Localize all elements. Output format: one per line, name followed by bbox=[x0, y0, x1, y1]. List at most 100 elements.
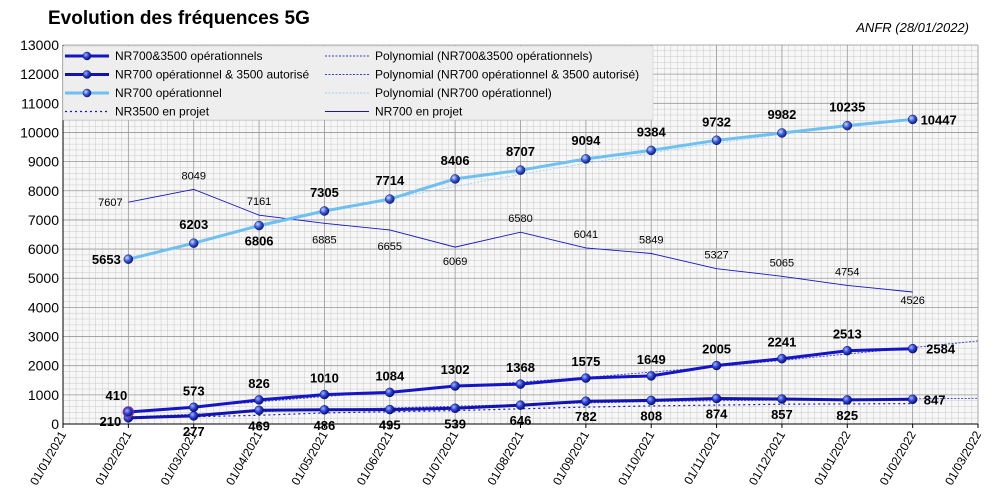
data-label-1-6: 646 bbox=[510, 413, 532, 428]
data-label-1-5: 539 bbox=[444, 416, 466, 431]
series-layer bbox=[122, 114, 979, 423]
data-point-2-12 bbox=[907, 114, 918, 125]
data-point-1-9 bbox=[711, 393, 722, 404]
data-label-2-12: 10447 bbox=[921, 112, 957, 127]
data-point-0-4 bbox=[385, 387, 395, 398]
data-label-4-3: 6885 bbox=[312, 234, 336, 246]
data-label-2-2: 6806 bbox=[245, 234, 274, 249]
y-tick-label: 9000 bbox=[28, 154, 59, 170]
data-label-0-9: 2005 bbox=[702, 342, 731, 357]
data-label-2-6: 8707 bbox=[506, 144, 535, 159]
y-tick-label: 3000 bbox=[28, 329, 59, 345]
data-label-4-8: 5849 bbox=[639, 234, 663, 246]
legend: NR700&3500 opérationnels Polynomial (NR70… bbox=[62, 45, 654, 121]
x-tick-label: 01/08/2021 bbox=[485, 428, 527, 487]
data-point-1-1 bbox=[188, 411, 199, 421]
x-tick-label: 01/02/2021 bbox=[92, 428, 134, 487]
data-label-4-5: 6069 bbox=[443, 256, 467, 268]
y-tick-label: 2000 bbox=[28, 358, 59, 374]
data-point-2-6 bbox=[515, 165, 526, 175]
data-label-1-7: 782 bbox=[575, 409, 597, 424]
data-point-2-5 bbox=[450, 174, 460, 184]
y-tick-label: 11000 bbox=[21, 95, 59, 111]
data-point-0-5 bbox=[450, 381, 460, 391]
x-tick-label: 01/06/2021 bbox=[354, 428, 396, 487]
data-point-2-2 bbox=[254, 220, 264, 231]
data-point-2-0 bbox=[123, 254, 134, 264]
data-label-0-0: 410 bbox=[106, 388, 128, 403]
data-label-2-3: 7305 bbox=[310, 185, 339, 200]
data-label-0-11: 2513 bbox=[833, 327, 862, 342]
y-tick-label: 6000 bbox=[28, 241, 59, 257]
data-point-0-8 bbox=[646, 371, 656, 381]
x-tick-label: 01/12/2021 bbox=[746, 428, 788, 487]
data-label-0-12: 2584 bbox=[926, 342, 956, 357]
x-tick-label: 01/07/2021 bbox=[419, 428, 461, 487]
legend-marker-2 bbox=[82, 70, 92, 79]
data-label-2-5: 8406 bbox=[441, 153, 470, 168]
data-label-4-2: 7161 bbox=[247, 196, 271, 208]
data-point-2-3 bbox=[319, 206, 330, 216]
data-point-0-2 bbox=[254, 395, 264, 405]
series-line-4 bbox=[128, 188, 913, 293]
data-label-4-6: 6580 bbox=[508, 213, 532, 225]
legend-label-6: NR3500 en projet bbox=[115, 105, 210, 119]
legend-label-1: Polynomial (NR700&3500 opérationnels) bbox=[375, 49, 592, 63]
data-point-2-7 bbox=[581, 154, 591, 164]
data-label-2-1: 6203 bbox=[179, 217, 208, 232]
legend-label-7: NR700 en projet bbox=[375, 105, 463, 119]
data-point-0-3 bbox=[319, 389, 330, 400]
legend-box bbox=[62, 45, 654, 121]
data-point-0-1 bbox=[188, 402, 199, 413]
data-label-0-5: 1302 bbox=[441, 362, 470, 377]
data-point-1-6 bbox=[515, 400, 526, 410]
y-tick-label: 5000 bbox=[28, 270, 59, 286]
data-label-2-9: 9732 bbox=[702, 114, 731, 129]
data-point-0-11 bbox=[842, 345, 853, 356]
y-tick-label: 13000 bbox=[20, 37, 59, 53]
data-label-2-4: 7714 bbox=[375, 173, 405, 188]
data-label-4-11: 4754 bbox=[835, 266, 859, 278]
data-point-1-11 bbox=[842, 395, 853, 405]
data-label-1-2: 469 bbox=[248, 418, 270, 433]
data-label-2-11: 10235 bbox=[829, 100, 865, 115]
data-label-1-3: 486 bbox=[314, 418, 336, 433]
legend-label-3: Polynomial (NR700 opérationnel & 3500 au… bbox=[375, 68, 639, 82]
x-tick-label: 01/09/2021 bbox=[550, 428, 592, 487]
data-point-2-11 bbox=[842, 120, 853, 131]
data-label-0-4: 1084 bbox=[375, 368, 405, 383]
data-label-1-11: 825 bbox=[836, 408, 858, 423]
data-label-0-3: 1010 bbox=[310, 371, 339, 386]
legend-label-5: Polynomial (NR700 opérationnel) bbox=[375, 86, 552, 100]
x-tick-label: 01/04/2021 bbox=[223, 428, 265, 487]
data-label-1-0: 210 bbox=[100, 414, 122, 429]
data-label-0-6: 1368 bbox=[506, 360, 535, 375]
data-point-0-6 bbox=[515, 379, 526, 389]
legend-label-2: NR700 opérationnel & 3500 autorisé bbox=[115, 68, 309, 82]
data-point-2-1 bbox=[188, 238, 199, 248]
data-label-0-2: 826 bbox=[248, 376, 270, 391]
data-label-2-0: 5653 bbox=[92, 252, 121, 267]
y-tick-label: 12000 bbox=[20, 66, 59, 82]
x-tick-label: 01/01/2022 bbox=[811, 428, 853, 487]
data-label-0-10: 2241 bbox=[767, 335, 796, 350]
data-label-2-10: 9982 bbox=[767, 107, 796, 122]
data-point-1-7 bbox=[581, 396, 591, 406]
data-point-1-4 bbox=[385, 404, 395, 415]
data-label-1-1: 277 bbox=[183, 424, 205, 439]
x-tick-label: 01/03/2022 bbox=[942, 428, 984, 487]
data-label-4-9: 5327 bbox=[704, 250, 728, 262]
data-point-0-7 bbox=[581, 373, 591, 383]
data-point-2-9 bbox=[711, 135, 722, 146]
y-tick-label: 7000 bbox=[28, 212, 59, 228]
chart-title: Evolution des fréquences 5G bbox=[48, 8, 310, 29]
y-tick-label: 0 bbox=[51, 416, 59, 432]
legend-marker-0 bbox=[82, 51, 92, 61]
data-label-4-12: 4526 bbox=[900, 295, 924, 307]
data-point-1-10 bbox=[777, 394, 787, 404]
data-label-1-12: 847 bbox=[924, 392, 946, 407]
data-label-4-1: 8049 bbox=[181, 170, 205, 182]
legend-label-0: NR700&3500 opérationnels bbox=[115, 49, 262, 63]
y-tick-label: 8000 bbox=[28, 183, 59, 199]
